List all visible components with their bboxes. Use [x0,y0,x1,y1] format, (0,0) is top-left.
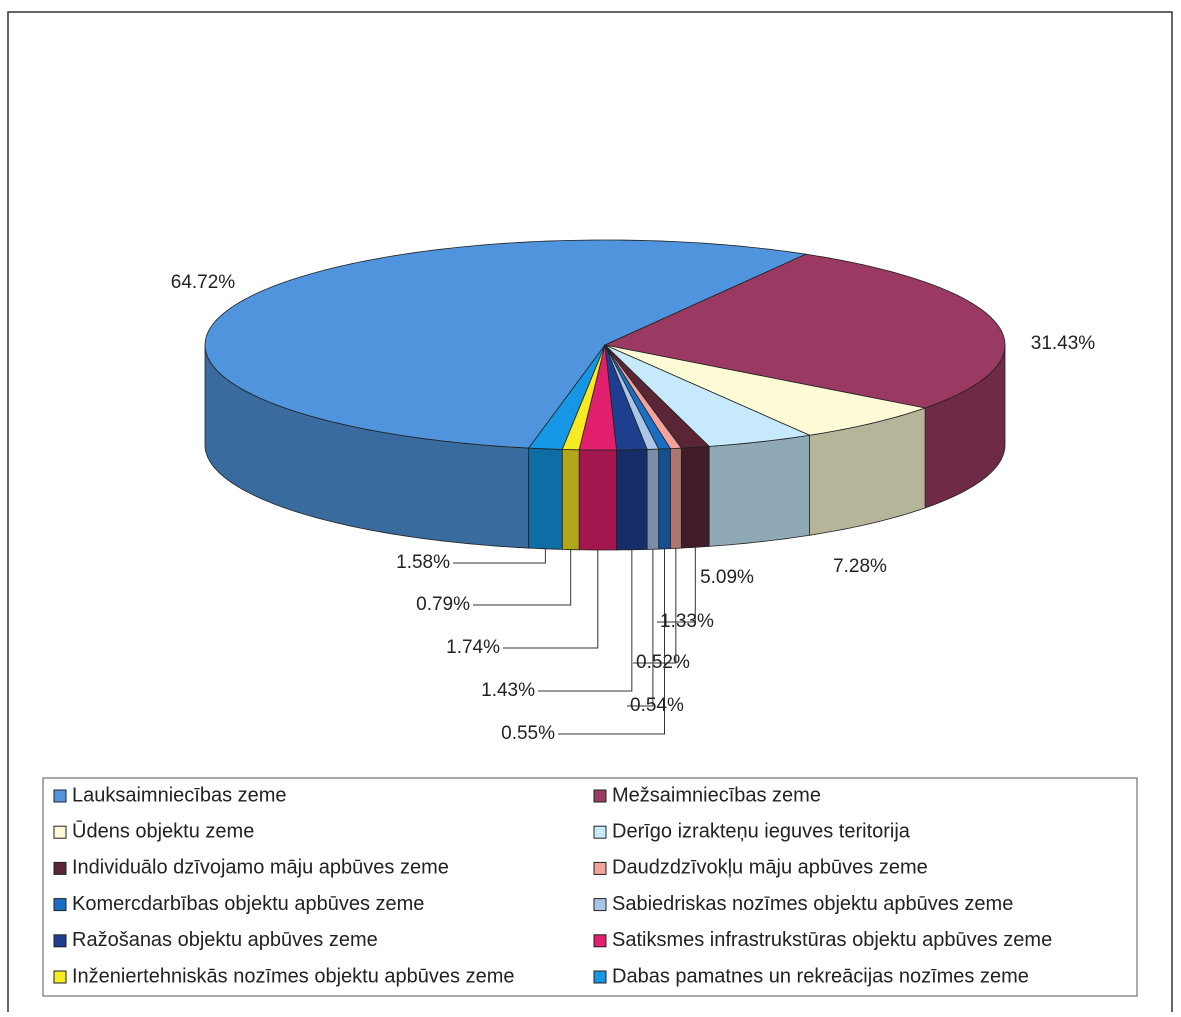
slice-side [561,448,580,551]
legend: Lauksaimniecības zeme Mežsaimniecības zem… [53,784,1052,987]
legend-swatch [53,970,67,984]
legend-label: Ūdens objektu zeme [72,819,254,842]
legend-box [42,777,1138,997]
legend-swatch [593,789,607,803]
legend-swatch [593,934,607,948]
legend-label: Sabiedriskas nozīmes objektu apbūves zem… [612,893,1013,915]
legend-swatch [593,861,607,875]
legend-label: Derīgo izrakteņu ieguves teritorija [612,820,911,842]
slice [527,344,606,450]
data-label: 31.43% [1031,333,1096,354]
slice-side [708,434,810,547]
slice-side [616,449,648,551]
legend-swatch [53,898,67,912]
leader-line [538,549,633,692]
slice [604,344,927,436]
legend-label: Dabas pamatnes un rekreācijas nozīmes ze… [612,965,1029,987]
data-label: 0.52% [636,652,690,673]
leader-line [453,548,546,564]
legend-swatch [593,970,607,984]
data-label: 0.55% [501,723,555,744]
legend-label: Daudzdzīvokļu māju apbūves zeme [612,857,928,879]
leader-line [558,548,665,735]
legend-swatch [53,825,67,839]
slice [204,239,808,449]
data-label: 0.79% [416,594,470,615]
legend-label: Ražošanas objektu apbūves zeme [72,929,378,951]
legend-swatch [593,825,607,839]
leader-line [627,549,654,707]
slice [578,344,617,451]
legend-label: Inženiertehniskās nozīmes objektu apbūve… [72,965,514,987]
data-label: 1.74% [446,637,500,658]
slice [603,253,1006,409]
slice [604,344,711,449]
slice-side [646,448,660,550]
data-label: 7.28% [833,556,887,577]
legend-swatch [53,861,67,875]
leader-line [503,549,599,649]
legend-label: Individuālo dzīvojamo māju apbūves zeme [72,857,449,879]
data-label: 1.33% [660,611,714,632]
legend-label: Satiksmes infrastrukstūras objektu apbūv… [612,929,1052,951]
slice [604,344,811,447]
legend-swatch [53,934,67,948]
slice [604,344,648,451]
data-label: 64.72% [171,272,236,293]
legend-label: Komercdarbības objektu apbūves zeme [72,893,424,915]
legend-label: Lauksaimniecības zeme [72,784,287,806]
leader-line [633,548,677,664]
legend-swatch [593,898,607,912]
slice-side [680,445,710,549]
data-label: 1.43% [481,680,535,701]
data-label: 0.54% [630,695,684,716]
slice-side [578,449,617,551]
legend-swatch [53,789,67,803]
leader-line [473,549,572,606]
slice-side [528,447,563,550]
leader-line [657,547,696,623]
legend-label: Mežsaimniecības zeme [612,784,821,806]
slice-side [658,448,671,550]
data-label: 5.09% [700,567,754,588]
slice-side [669,447,682,550]
data-label: 1.58% [396,552,450,573]
